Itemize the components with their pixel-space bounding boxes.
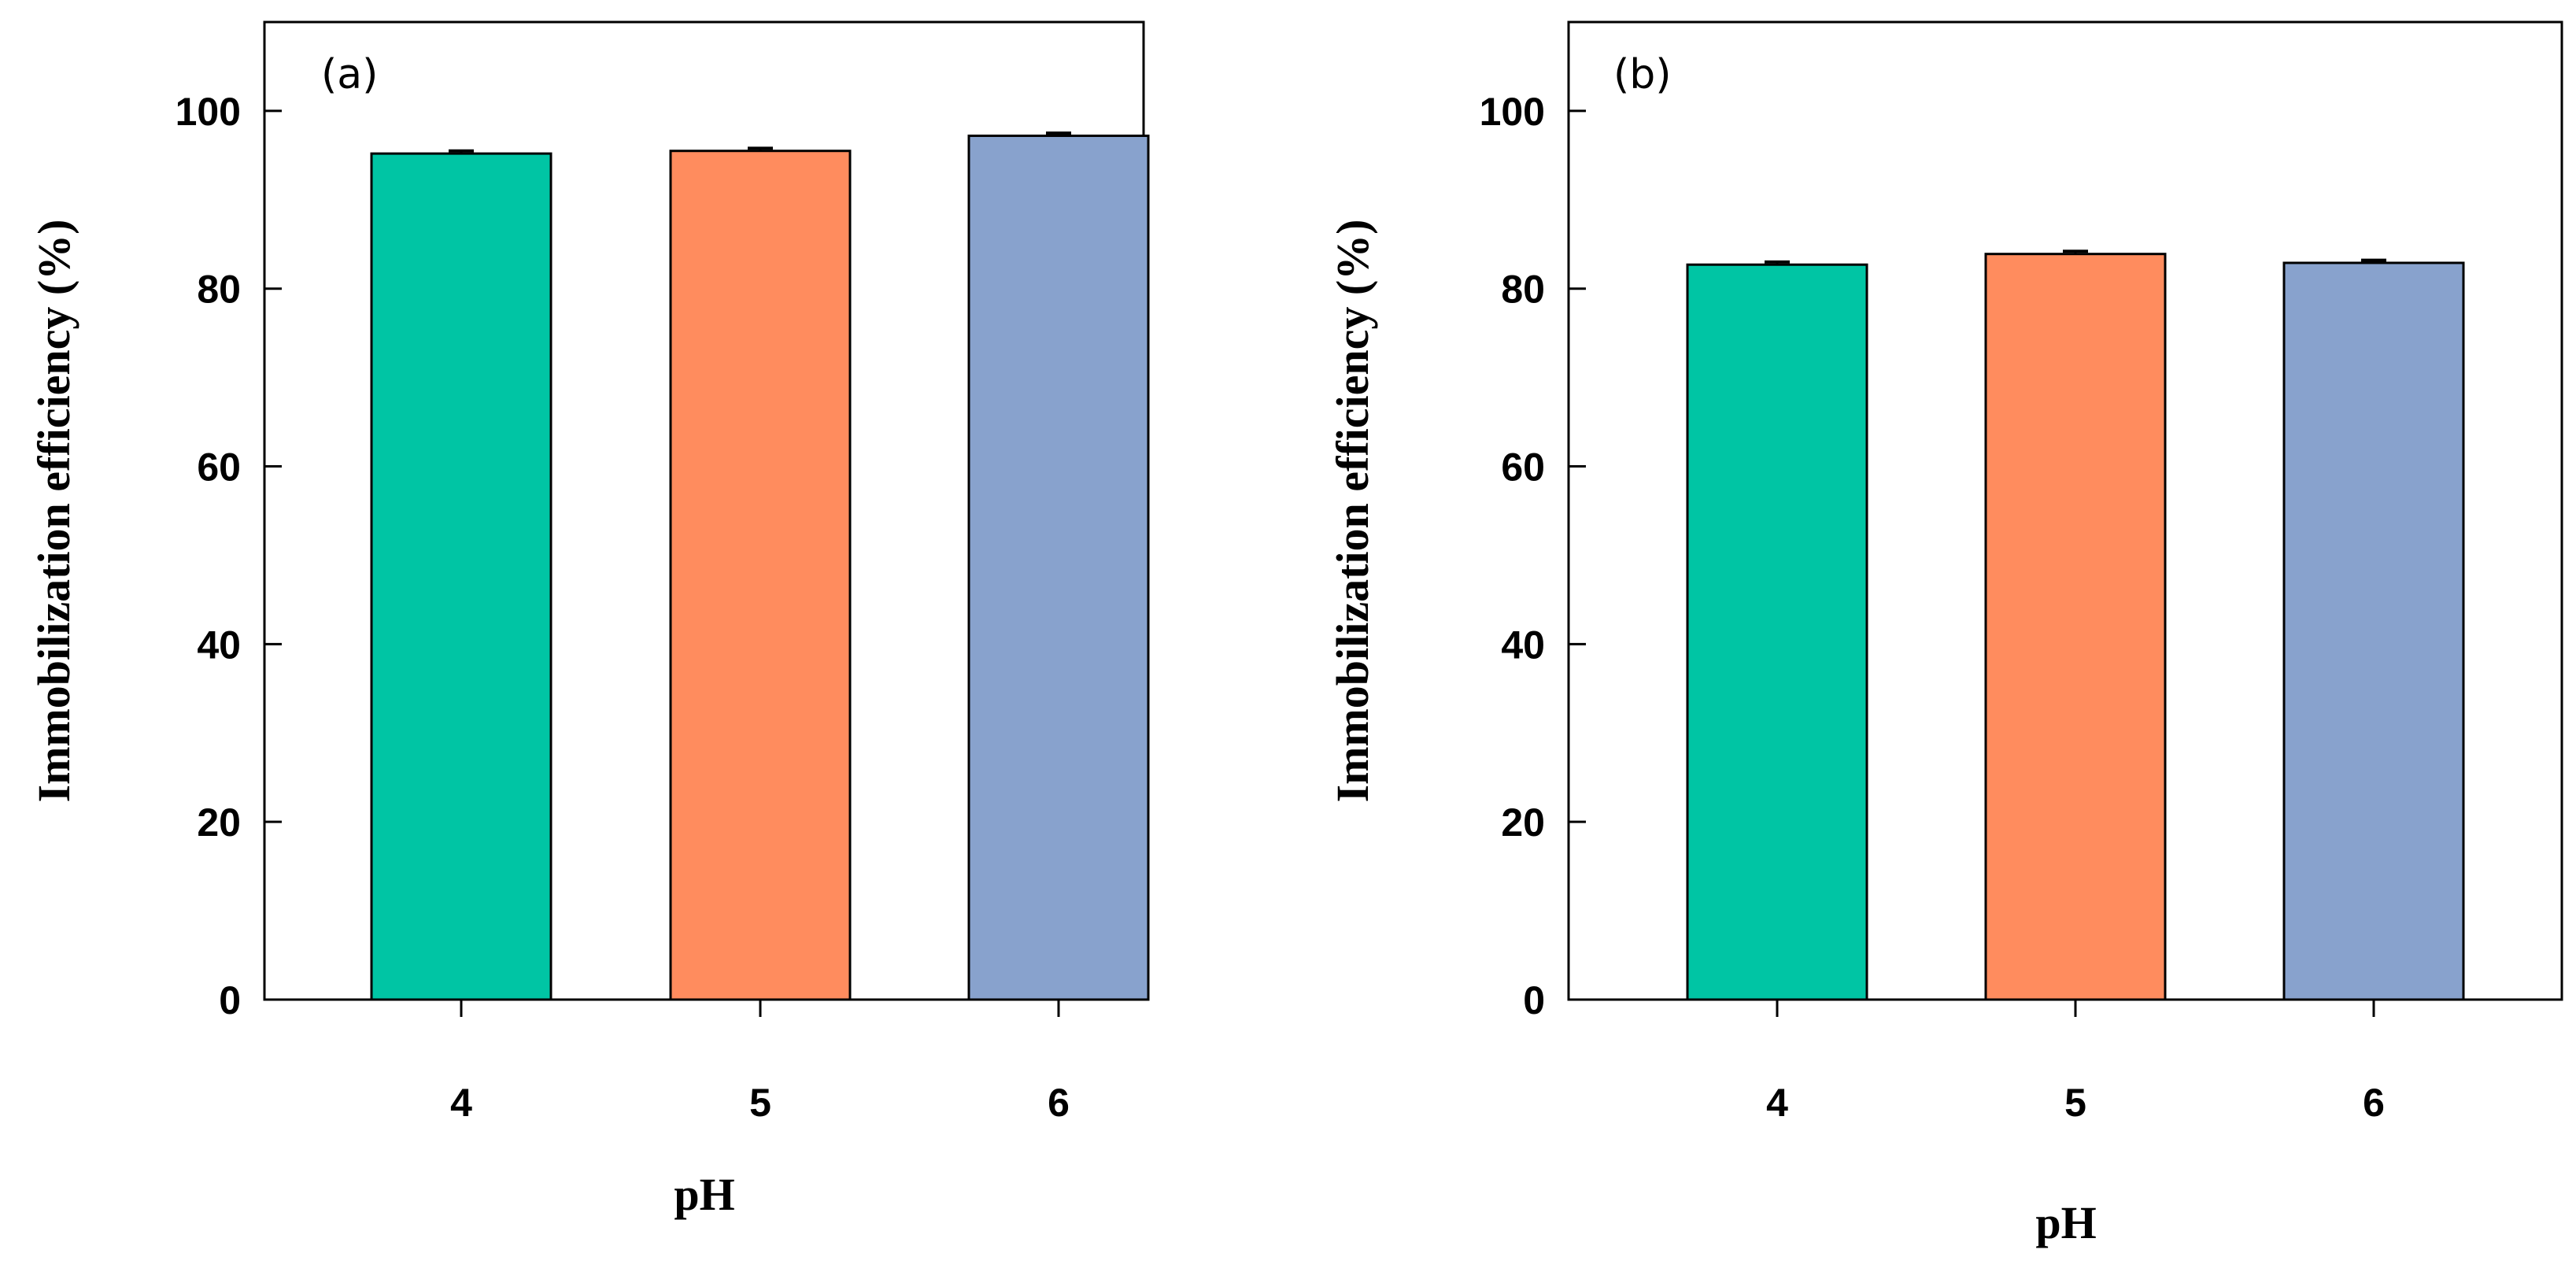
y-tick-label-a-100: 100 bbox=[176, 90, 241, 134]
x-tick-label-a-6: 6 bbox=[1048, 1081, 1070, 1125]
y-axis-label-a: Immobilization efficiency (%) bbox=[28, 220, 79, 803]
y-tick-label-a-40: 40 bbox=[197, 623, 241, 667]
error-bar-b-ph-4 bbox=[1765, 260, 1790, 265]
error-bar-b-ph-6 bbox=[2361, 258, 2386, 263]
x-tick-label-b-6: 6 bbox=[2363, 1081, 2385, 1125]
y-tick-label-b-60: 60 bbox=[1501, 445, 1545, 490]
y-axis-label-b: Immobilization efficiency (%) bbox=[1327, 220, 1378, 803]
y-tick-label-b-20: 20 bbox=[1501, 800, 1545, 845]
x-tick-label-b-5: 5 bbox=[2064, 1081, 2086, 1125]
bar-b-ph-6 bbox=[2282, 261, 2465, 1001]
y-tick-label-b-40: 40 bbox=[1501, 623, 1545, 667]
y-tick-label-b-100: 100 bbox=[1480, 90, 1545, 134]
y-tick-label-a-80: 80 bbox=[197, 268, 241, 312]
error-bar-a-ph-6 bbox=[1046, 131, 1071, 136]
x-axis-label-a: pH bbox=[674, 1169, 734, 1220]
bar-b-ph-5 bbox=[1984, 253, 2167, 1001]
bar-a-ph-4 bbox=[370, 152, 553, 1001]
bar-b-ph-4 bbox=[1686, 263, 1868, 1001]
x-axis-label-b: pH bbox=[2035, 1197, 2096, 1248]
y-tick-label-a-0: 0 bbox=[219, 978, 241, 1022]
chart-b: (b) 0 20 40 60 80 100 4 5 6 Immobilization effi… bbox=[1327, 20, 2563, 1248]
panel-label-b: (b) bbox=[1613, 51, 1672, 98]
bar-a-ph-6 bbox=[967, 135, 1150, 1001]
error-bar-a-ph-5 bbox=[748, 146, 773, 151]
error-bar-a-ph-4 bbox=[449, 149, 474, 154]
bar-a-ph-5 bbox=[669, 150, 852, 1001]
y-tick-label-b-0: 0 bbox=[1523, 978, 1545, 1022]
y-tick-label-a-20: 20 bbox=[197, 800, 241, 845]
x-tick-label-a-5: 5 bbox=[749, 1081, 771, 1125]
error-bar-b-ph-5 bbox=[2063, 250, 2088, 254]
y-tick-label-a-60: 60 bbox=[197, 445, 241, 490]
y-tick-label-b-80: 80 bbox=[1501, 268, 1545, 312]
x-tick-label-a-4: 4 bbox=[450, 1081, 472, 1125]
x-tick-label-b-4: 4 bbox=[1766, 1081, 1788, 1125]
panel-label-a: (a) bbox=[321, 51, 378, 98]
chart-a: (a) 0 20 40 60 80 100 4 5 6 Immobilization effi… bbox=[28, 20, 1150, 1220]
